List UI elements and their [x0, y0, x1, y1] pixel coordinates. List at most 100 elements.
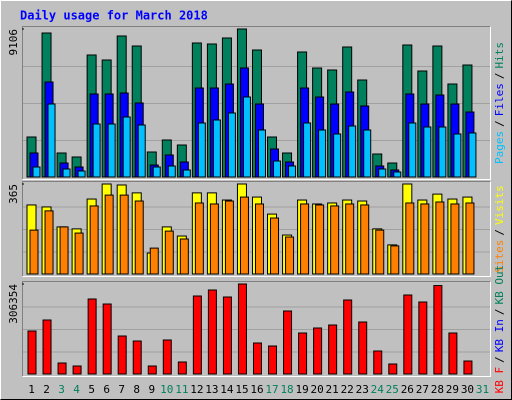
bar [207, 289, 217, 375]
bar [450, 203, 460, 275]
x-tick-label: 1 [28, 383, 35, 396]
bar [192, 295, 202, 375]
x-tick-label: 18 [280, 383, 293, 396]
x-tick-label: 20 [311, 383, 324, 396]
bar [303, 122, 312, 178]
bar [373, 350, 383, 375]
bar [254, 203, 264, 275]
bar [418, 301, 428, 375]
bar [468, 132, 477, 178]
bar [393, 171, 402, 178]
x-tick-label: 26 [401, 383, 414, 396]
x-tick-label: 5 [88, 383, 95, 396]
bar [420, 203, 430, 275]
legend-separator: / [493, 120, 506, 127]
bar [343, 299, 353, 375]
bar [257, 129, 266, 178]
x-tick-label: 23 [356, 383, 369, 396]
bar [59, 226, 69, 275]
x-tick-label: 17 [265, 383, 278, 396]
bar [134, 200, 144, 275]
bar [288, 165, 297, 178]
bar [42, 319, 52, 375]
bar [227, 112, 236, 178]
panel-edge-dark [22, 281, 491, 376]
bar [348, 125, 357, 178]
bar [72, 365, 82, 375]
bar [164, 230, 174, 275]
bar [405, 202, 415, 275]
bar [107, 123, 116, 178]
bar [300, 203, 310, 275]
bar [209, 203, 219, 275]
legend: Pages / Files / Hits [493, 42, 506, 164]
x-tick-label: 28 [431, 383, 444, 396]
y-tick-label: 9106 [7, 29, 20, 56]
bar [315, 204, 325, 275]
bar [285, 236, 295, 275]
panel-edge-light [22, 281, 491, 377]
bar [358, 321, 368, 375]
bar [194, 202, 204, 275]
bar [119, 194, 129, 275]
bar [333, 133, 342, 178]
bar [378, 168, 387, 178]
bar [270, 217, 280, 275]
x-tick-label: 2 [43, 383, 50, 396]
bar [197, 122, 206, 178]
bar [104, 194, 114, 275]
bar [74, 232, 84, 275]
panel-edge-light [22, 181, 491, 277]
bar [27, 330, 37, 375]
legend-entry: Pages [493, 131, 506, 164]
bar [102, 303, 112, 375]
bar [330, 205, 340, 275]
bar [328, 324, 338, 375]
chart-title: Daily usage for March 2018 [20, 9, 208, 23]
legend-entry: Visits [493, 185, 506, 225]
legend-separator: / [493, 229, 506, 236]
legend-separator: / [493, 356, 506, 363]
x-tick-label: 27 [416, 383, 429, 396]
x-tick-label: 4 [73, 383, 80, 396]
bar [403, 294, 413, 375]
bar [137, 124, 146, 178]
x-tick-label: 7 [118, 383, 125, 396]
x-tick-label: 19 [295, 383, 308, 396]
bar [182, 169, 191, 178]
bar [77, 170, 86, 178]
x-tick-label: 3 [58, 383, 65, 396]
bar [179, 238, 189, 275]
bar [448, 332, 458, 375]
legend-entry: Sites [493, 240, 506, 273]
x-tick-label: 21 [326, 383, 339, 396]
panel-edge-light [22, 26, 491, 180]
bar [239, 196, 249, 275]
bar [465, 202, 475, 275]
x-tick-label: 6 [103, 383, 110, 396]
bar [252, 342, 262, 375]
bar [152, 166, 161, 178]
x-tick-label: 8 [133, 383, 140, 396]
bar [177, 361, 187, 375]
bar [390, 245, 400, 275]
legend-separator: / [493, 73, 506, 80]
bar [89, 205, 99, 275]
x-tick-label: 30 [461, 383, 474, 396]
bar [242, 96, 251, 178]
bar [87, 298, 97, 375]
panel-edge-dark [22, 181, 491, 276]
x-tick-label: 22 [341, 383, 354, 396]
bar [32, 166, 41, 178]
bar [212, 119, 221, 178]
y-tick-label: 306354 [7, 284, 20, 324]
bar [122, 116, 131, 178]
bar [162, 339, 172, 375]
bar [132, 340, 142, 375]
bar [273, 160, 282, 178]
panel-edge-dark [22, 26, 491, 179]
x-tick-label: 15 [235, 383, 248, 396]
x-tick-label: 9 [148, 383, 155, 396]
